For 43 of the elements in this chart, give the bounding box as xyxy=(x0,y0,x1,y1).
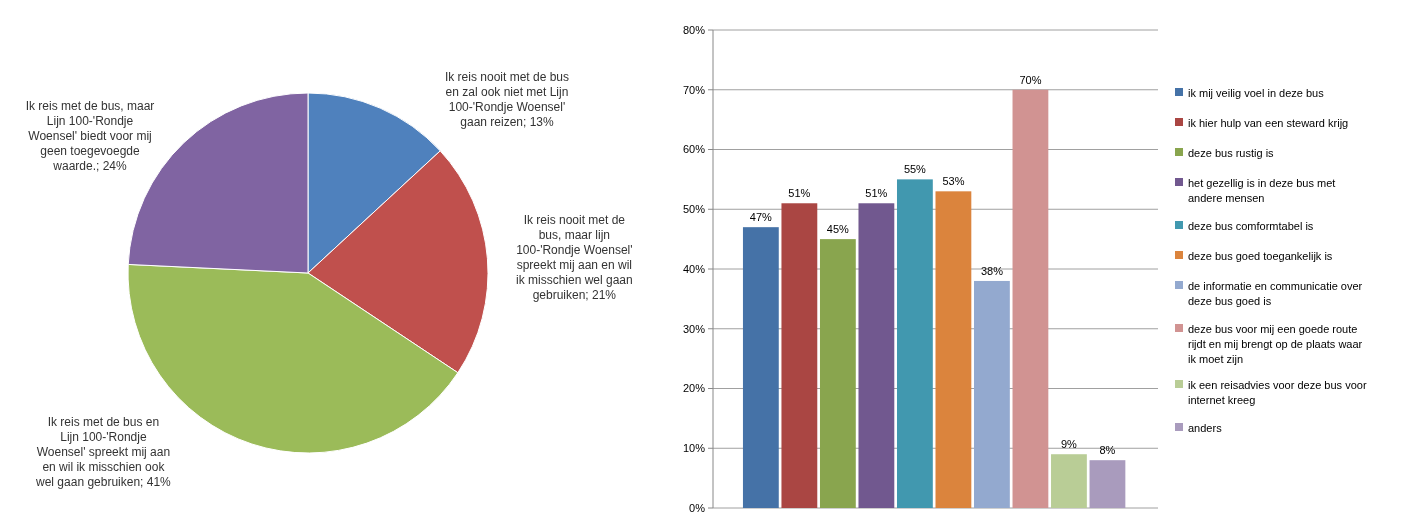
y-tick-label: 40% xyxy=(682,262,706,275)
bar xyxy=(896,179,933,508)
y-tick-label: 20% xyxy=(682,382,706,395)
legend-label: het gezellig is in deze bus met andere mensen xyxy=(1188,176,1336,204)
bar xyxy=(858,203,895,508)
text: 8% xyxy=(1099,444,1116,457)
text: 51% xyxy=(788,187,811,200)
bar xyxy=(1012,89,1049,508)
y-tick-label: 80% xyxy=(682,23,706,36)
text: 55% xyxy=(903,163,926,176)
legend-label: ik hier hulp van een steward krijg xyxy=(1188,116,1349,129)
slice-label: Ik reis nooit met de bus, maar lijn 100-'Rondje Woensel' spreekt mij aan en wil ik misschien wel gaan gebruiken; 21% xyxy=(515,213,633,303)
y-tick-label: 10% xyxy=(682,442,706,455)
legend-label: deze bus comformtabel is xyxy=(1188,219,1314,232)
legend-label: deze bus goed toegankelijk is xyxy=(1188,249,1333,262)
slice-label: Ik reis met de bus, maar Lijn 100-'Rondje Woensel' biedt voor mij geen toegevoegde waarde.; 24% xyxy=(25,98,155,173)
bar xyxy=(1089,460,1126,508)
y-tick-label: 70% xyxy=(682,83,706,96)
bar xyxy=(935,191,972,508)
text: 38% xyxy=(980,264,1003,277)
legend-label: ik een reisadvies voor deze bus voor internet kreeg xyxy=(1188,378,1367,406)
bar xyxy=(974,280,1010,508)
bar xyxy=(1051,454,1087,508)
text: 51% xyxy=(865,187,888,200)
slice-label: Ik reis met de bus en Lijn 100-'Rondje Woensel' spreekt mij aan en wil ik misschien ook wel gaan gebruiken; 41% xyxy=(35,415,172,490)
bar xyxy=(819,239,856,508)
text: 47% xyxy=(749,211,772,224)
text: 53% xyxy=(942,175,965,188)
legend-label: de informatie en communicatie over deze bus goed is xyxy=(1188,279,1363,307)
text: 9% xyxy=(1060,438,1077,451)
bar xyxy=(781,203,818,508)
y-tick-label: 50% xyxy=(682,203,706,216)
legend-label: deze bus rustig is xyxy=(1188,146,1275,159)
legend-label: deze bus voor mij een goede route rijdt en mij brengt op de plaats waar ik moet zijn xyxy=(1188,322,1363,365)
y-tick-label: 0% xyxy=(689,501,706,514)
y-tick-label: 30% xyxy=(682,322,706,335)
legend-label: ik mij veilig voel in deze bus xyxy=(1188,86,1325,99)
y-tick-label: 60% xyxy=(682,143,706,156)
text: 45% xyxy=(826,223,849,236)
legend-label: anders xyxy=(1188,421,1223,434)
text: 70% xyxy=(1019,73,1042,86)
slice-label: Ik reis nooit met de bus en zal ook niet met Lijn 100-'Rondje Woensel' gaan reizen; 13% xyxy=(444,69,570,129)
bar xyxy=(742,227,779,508)
